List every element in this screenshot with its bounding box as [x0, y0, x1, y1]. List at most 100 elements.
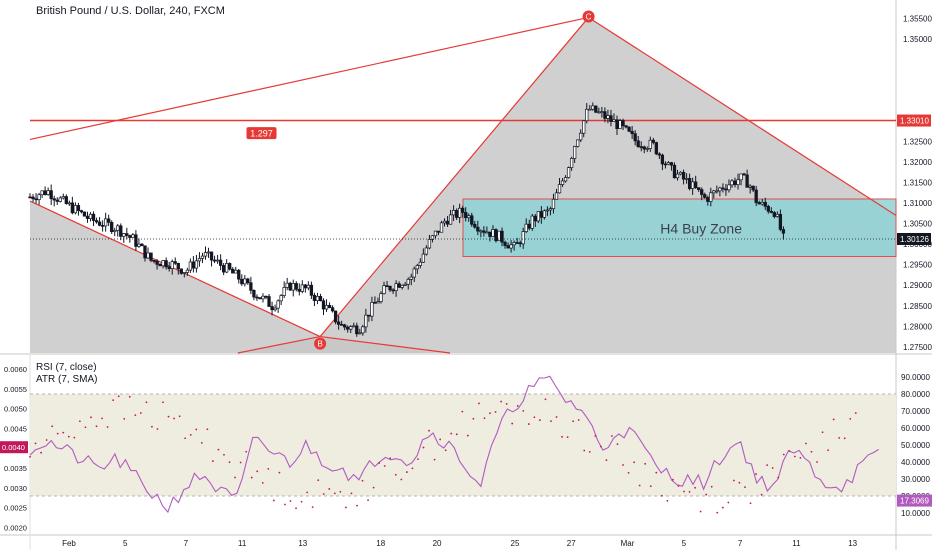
candle-body [772, 212, 776, 217]
candle-body [512, 242, 516, 246]
atr-dot [821, 431, 824, 434]
candle-body [252, 289, 256, 298]
point-b-label: B [317, 340, 322, 349]
atr-dot [788, 450, 791, 452]
atr-dot [611, 435, 613, 437]
time-tick-label: 5 [682, 539, 687, 548]
trendline-label-box [246, 127, 277, 140]
candle-body [618, 120, 622, 129]
atr-dot [178, 415, 181, 418]
candle-body [270, 306, 274, 311]
atr-dot [500, 400, 503, 403]
candle-body [349, 326, 353, 330]
atr-dot [428, 429, 430, 432]
candle-body [246, 278, 250, 284]
atr-dot [483, 417, 486, 420]
candle-body [43, 190, 47, 195]
candle-body [709, 192, 713, 202]
candle-body [482, 230, 486, 233]
price-tick-label: 1.32000 [903, 158, 932, 167]
candle-body [703, 194, 707, 198]
candle-body [285, 282, 289, 288]
candle-body [113, 230, 117, 233]
candle-body [627, 126, 631, 132]
candle-body [470, 215, 474, 225]
atr-tick-label: 0.0030 [4, 484, 27, 493]
resistance-price-label: 1.33010 [900, 117, 929, 126]
atr-dot [516, 405, 519, 407]
atr-dot [306, 491, 309, 494]
atr-dot [760, 493, 763, 496]
candle-body [751, 185, 755, 191]
candle-body [273, 307, 277, 311]
candle-body [548, 208, 553, 211]
rsi-last-box [897, 494, 932, 507]
candle-body [669, 162, 674, 166]
candle-body [309, 284, 314, 296]
atr-last-box [0, 441, 28, 454]
atr-dot [439, 438, 442, 441]
atr-dot [411, 467, 414, 470]
time-tick-label: 20 [433, 539, 442, 548]
candle-body [170, 261, 174, 269]
candle-body [694, 181, 698, 188]
atr-dot [62, 431, 65, 434]
atr-dot [117, 395, 120, 398]
candle-body [128, 235, 132, 238]
atr-dot [145, 401, 148, 404]
candle-body [506, 245, 510, 249]
candle-body [588, 108, 592, 111]
candle-body [200, 255, 205, 259]
candle-body [615, 119, 619, 129]
atr-dot [211, 460, 214, 462]
candle-body [318, 295, 323, 302]
atr-dot [655, 471, 658, 474]
pattern-fill [30, 17, 896, 353]
candle-body [116, 225, 120, 231]
candle-body [754, 189, 758, 203]
resistance-price-box [897, 114, 931, 127]
candle-body [110, 222, 114, 233]
candle-body [442, 220, 447, 224]
atr-dot [261, 481, 264, 484]
candle-body [488, 231, 492, 237]
atr-dot [511, 422, 514, 425]
candle-body [563, 177, 568, 182]
candle-body [430, 235, 435, 240]
atr-dot [151, 425, 153, 428]
candle-body [594, 105, 598, 113]
candle-body [161, 260, 165, 267]
candle-body [612, 119, 616, 122]
atr-dot [195, 428, 198, 431]
candle-body [258, 297, 262, 300]
time-tick-label: 7 [184, 539, 189, 548]
candle-body [684, 178, 689, 180]
atr-dot [206, 428, 209, 431]
leg-cd [588, 16, 897, 216]
candle-body [209, 251, 214, 261]
atr-label: ATR (7, SMA) [36, 374, 98, 385]
atr-dot [810, 450, 813, 453]
candle-body [781, 229, 786, 234]
candle-body [560, 180, 565, 185]
atr-dot [372, 486, 375, 489]
atr-dot [200, 441, 203, 444]
candle-body [176, 262, 180, 270]
time-tick-label: 13 [298, 539, 307, 548]
candle-body [312, 294, 317, 301]
candle-body [364, 314, 368, 328]
candle-body [336, 321, 341, 325]
candle-body [542, 210, 547, 218]
time-tick-label: Feb [62, 539, 76, 548]
atr-dot [710, 485, 713, 488]
atr-dot [555, 416, 558, 418]
rsi-tick-label: 90.0000 [901, 373, 930, 382]
price-tick-label: 1.27500 [903, 343, 932, 352]
candle-body [225, 263, 229, 273]
candle-body [424, 247, 429, 255]
candle-body [376, 301, 380, 304]
candle-body [775, 213, 780, 217]
candle-body [721, 187, 725, 190]
candle-body [582, 120, 586, 134]
last-price-box [897, 232, 931, 245]
